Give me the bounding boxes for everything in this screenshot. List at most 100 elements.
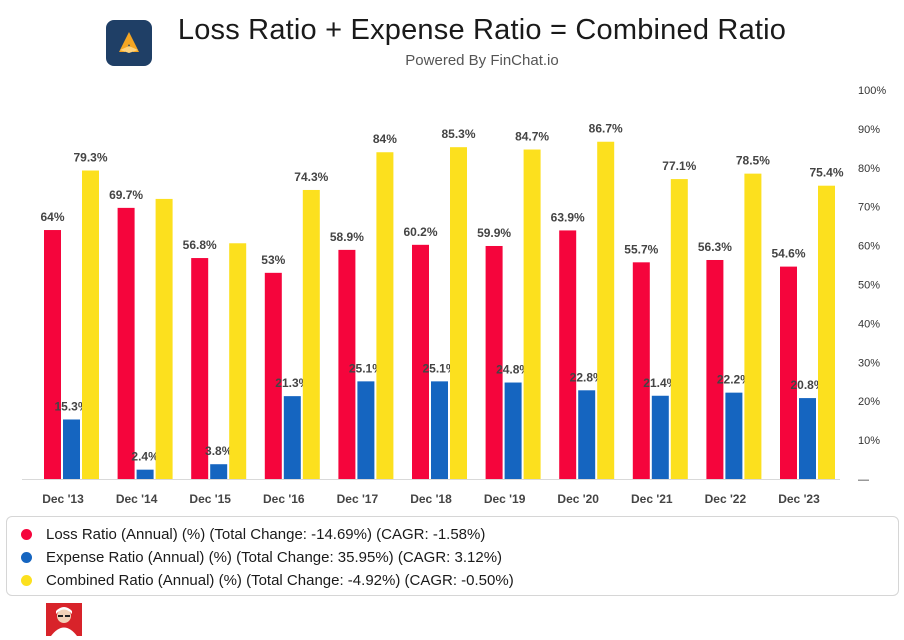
expense-bar [651,395,669,479]
legend-label: Loss Ratio (Annual) (%) (Total Change: -… [46,526,486,543]
loss-data-label: 59.9% [477,226,511,240]
loss-data-label: 56.8% [183,238,217,252]
expense-data-label: 21.4% [643,376,677,390]
x-tick-label: Dec '18 [410,492,452,506]
loss-data-label: 64% [40,210,64,224]
loss-bar [44,230,61,479]
x-tick-label: Dec '20 [557,492,599,506]
expense-data-label: 3.8% [205,444,233,458]
y-tick-label: 50% [858,280,880,292]
expense-data-label: 2.4% [131,450,159,464]
loss-data-label: 60.2% [403,225,437,239]
expense-bar [799,398,816,479]
loss-data-label: 55.7% [624,242,658,256]
combined-data-label: 86.7% [589,122,623,136]
expense-bar [63,419,80,479]
combined-bar [229,243,247,479]
loss-bar [264,272,282,479]
y-tick-label: 30% [858,357,880,369]
x-tick-label: Dec '15 [189,492,231,506]
y-tick-label: 80% [858,163,880,175]
combined-data-label: 85.3% [441,127,475,141]
y-tick-label: 90% [858,124,880,136]
combined-data-label: 75.4% [809,166,843,180]
x-tick-label: Dec '13 [42,492,84,506]
loss-bar [559,230,577,479]
expense-bar [357,381,375,479]
y-tick-label: 100% [858,85,886,97]
combined-bar [155,198,173,480]
loss-data-label: 54.6% [771,247,805,261]
loss-data-label: 63.9% [551,210,585,224]
x-tick-label: Dec '23 [778,492,820,506]
legend-label: Combined Ratio (Annual) (%) (Total Chang… [46,572,514,589]
combined-data-label: 84% [373,132,397,146]
combined-data-label: 77.1% [662,159,696,173]
y-tick-label: 70% [858,202,880,214]
combined-data-label: 74.3% [294,170,328,184]
loss-bar [485,245,503,479]
combined-bar [597,141,615,479]
combined-data-label: 79.3% [73,151,107,165]
legend-item-combined[interactable]: Combined Ratio (Annual) (%) (Total Chang… [7,569,898,592]
combined-data-label: 78.5% [736,154,770,168]
loss-data-label: 56.3% [698,240,732,254]
y-tick-label: 10% [858,435,880,447]
combined-data-label: 84.7% [515,130,549,144]
expense-data-label: 25.1% [422,361,456,375]
expense-data-label: 22.8% [570,370,604,384]
expense-bar [136,469,154,479]
y-tick-label: 20% [858,396,880,408]
chart-subtitle: Powered By FinChat.io [405,52,559,69]
combined-bar [450,147,467,480]
combined-bar [523,149,541,479]
legend-item-loss[interactable]: Loss Ratio (Annual) (%) (Total Change: -… [7,523,898,546]
legend-swatch [21,575,32,586]
combined-bar [744,173,762,479]
expense-data-label: 24.8% [496,363,530,377]
expense-data-label: 20.8% [790,378,824,392]
finchat-logo-icon [106,20,152,66]
y-tick-label: 40% [858,318,880,330]
loss-bar [191,258,209,479]
legend-item-expense[interactable]: Expense Ratio (Annual) (%) (Total Change… [7,546,898,569]
loss-data-label: 69.7% [109,188,143,202]
chart-title: Loss Ratio + Expense Ratio = Combined Ra… [177,14,787,46]
loss-bar [117,207,135,479]
x-tick-label: Dec '14 [116,492,158,506]
person-avatar-icon [46,603,82,636]
x-tick-label: Dec '16 [263,492,305,506]
loss-bar [412,244,429,479]
loss-bar [780,266,797,479]
expense-bar [725,392,743,479]
expense-bar [578,390,596,479]
combined-bar [376,152,394,480]
combined-bar [818,185,835,479]
combined-bar [302,189,320,479]
x-tick-label: Dec '17 [337,492,379,506]
expense-data-label: 15.3% [54,399,88,413]
expense-bar [210,464,228,479]
legend: Loss Ratio (Annual) (%) (Total Change: -… [6,516,899,596]
expense-bar [283,396,301,479]
expense-bar [504,382,522,479]
y-tick-label: — [858,474,869,486]
combined-bar [82,170,99,479]
y-tick-label: 60% [858,241,880,253]
loss-bar [706,259,724,479]
expense-data-label: 25.1% [349,361,383,375]
loss-data-label: 58.9% [330,230,364,244]
loss-bar [632,262,650,479]
legend-label: Expense Ratio (Annual) (%) (Total Change… [46,549,503,566]
legend-swatch [21,529,32,540]
legend-swatch [21,552,32,563]
loss-bar [338,249,356,479]
combined-bar [670,179,688,479]
loss-data-label: 53% [261,253,285,267]
x-tick-label: Dec '19 [484,492,526,506]
expense-bar [431,381,448,479]
bar-chart: — 10% 20% 30% 40% 50% 60% 70% 80% 90% 100% 64% 15.3%… [22,85,886,506]
x-tick-label: Dec '21 [631,492,673,506]
expense-data-label: 22.2% [717,373,751,387]
expense-data-label: 21.3% [275,376,309,390]
